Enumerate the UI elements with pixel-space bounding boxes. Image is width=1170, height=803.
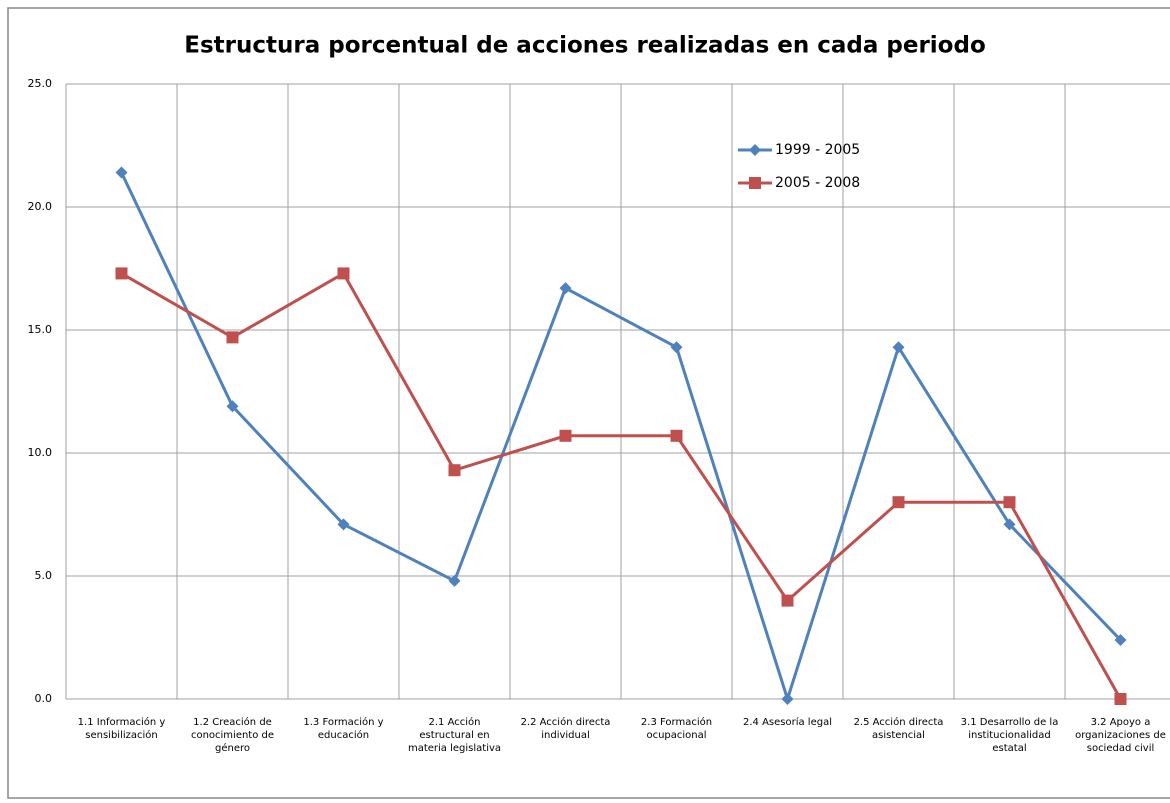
x-tick-label: 2.5 Acción directa asistencial	[853, 717, 944, 741]
marker	[337, 518, 350, 531]
y-tick-label: 5.0	[35, 569, 53, 582]
legend-label: 1999 - 2005	[775, 142, 860, 158]
chart-frame	[7, 7, 1170, 799]
y-tick-label: 0.0	[35, 692, 53, 705]
marker	[1114, 633, 1127, 646]
marker	[337, 267, 350, 280]
x-tick-label: 3.2 Apoyo a organizaciones de sociedad c…	[1075, 717, 1166, 754]
marker	[892, 496, 905, 509]
x-tick-label: 2.3 Formación ocupacional	[640, 717, 713, 741]
marker	[749, 144, 761, 156]
marker	[670, 341, 683, 354]
x-tick-label: 1.3 Formación y educación	[303, 717, 384, 741]
chart-title: Estructura porcentual de acciones realiz…	[184, 33, 986, 59]
marker	[892, 341, 905, 354]
marker	[670, 429, 683, 442]
marker	[559, 282, 572, 295]
series-line	[120, 171, 1122, 704]
marker	[1003, 496, 1016, 509]
y-tick-label: 15.0	[28, 323, 53, 336]
marker	[1003, 518, 1016, 531]
marker	[781, 693, 794, 705]
x-tick-label: 1.2 Creación de conocimiento de género	[190, 717, 275, 754]
x-tick-label: 2.2 Acción directa individual	[520, 717, 611, 741]
marker	[226, 331, 239, 344]
marker	[781, 594, 794, 607]
marker	[448, 464, 461, 477]
y-tick-label: 25.0	[28, 77, 53, 90]
marker	[115, 166, 128, 179]
legend-label: 2005 - 2008	[775, 175, 860, 191]
marker	[749, 177, 761, 189]
x-tick-label: 3.1 Desarrollo de la institucionalidad e…	[960, 717, 1059, 754]
marker	[115, 267, 128, 280]
series-line	[120, 271, 1122, 700]
x-tick-label: 2.1 Acción estructural en materia legisl…	[407, 717, 502, 754]
marker	[226, 400, 239, 413]
x-tick-label: 1.1 Información y sensibilización	[77, 717, 166, 741]
marker	[559, 429, 572, 442]
y-tick-label: 10.0	[28, 446, 53, 459]
marker	[448, 574, 461, 587]
x-tick-label: 2.4 Asesoría legal	[743, 717, 832, 728]
y-tick-label: 20.0	[28, 200, 53, 213]
marker	[1114, 693, 1127, 705]
